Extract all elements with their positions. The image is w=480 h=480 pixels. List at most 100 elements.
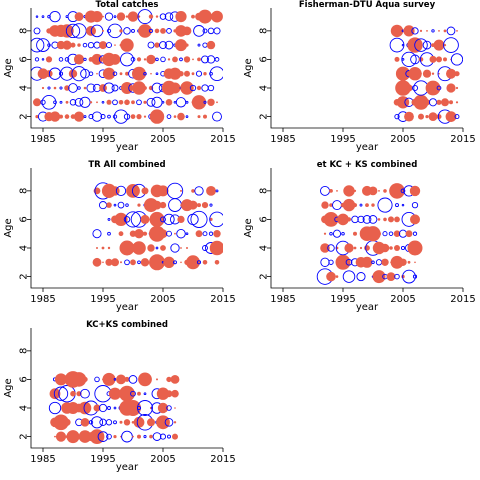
positive-bubble	[174, 232, 176, 235]
x-tick-label: 2005	[390, 134, 415, 145]
positive-bubble	[191, 72, 195, 76]
negative-bubble	[382, 231, 388, 237]
positive-bubble	[321, 201, 329, 209]
negative-bubble	[159, 13, 167, 20]
positive-bubble	[80, 418, 90, 427]
x-tick-label: 2015	[210, 294, 235, 305]
positive-bubble	[120, 261, 122, 264]
positive-bubble	[96, 72, 98, 75]
negative-bubble	[71, 23, 87, 39]
negative-bubble	[143, 392, 147, 396]
negative-bubble	[164, 12, 174, 21]
positive-bubble	[188, 200, 198, 210]
positive-bubble	[156, 378, 158, 381]
positive-bubble	[438, 30, 440, 32]
positive-bubble	[428, 112, 438, 121]
positive-bubble	[441, 98, 449, 107]
positive-bubble	[167, 58, 171, 61]
positive-bubble	[197, 115, 201, 119]
positive-bubble	[395, 80, 411, 96]
negative-bubble	[332, 229, 342, 238]
positive-bubble	[404, 111, 414, 122]
y-tick-label: 2	[19, 113, 30, 119]
positive-bubble	[389, 183, 405, 199]
positive-bubble	[346, 217, 352, 222]
negative-bubble	[123, 113, 131, 120]
chart-title: TR All combined	[88, 160, 165, 170]
positive-bubble	[202, 260, 208, 265]
positive-bubble	[89, 429, 105, 444]
positive-bubble	[68, 69, 78, 78]
positive-bubble	[197, 57, 201, 62]
negative-bubble	[107, 217, 111, 221]
positive-bubble	[206, 186, 216, 196]
negative-bubble	[209, 71, 213, 76]
x-axis-label: year	[356, 142, 379, 153]
positive-bubble	[132, 435, 134, 438]
negative-bubble	[123, 216, 131, 223]
positive-bubble	[171, 389, 179, 398]
negative-bubble	[345, 258, 353, 266]
positive-bubble	[118, 100, 124, 105]
positive-bubble	[168, 67, 182, 80]
positive-bubble	[389, 246, 393, 250]
negative-bubble	[446, 26, 456, 36]
positive-bubble	[186, 255, 200, 270]
negative-bubble	[155, 57, 159, 62]
negative-bubble	[94, 385, 112, 403]
positive-bubble	[102, 15, 104, 18]
positive-bubble	[91, 53, 103, 65]
x-tick-label: 2005	[150, 134, 175, 145]
y-tick-label: 6	[259, 56, 270, 62]
positive-bubble	[172, 56, 178, 63]
negative-bubble	[166, 28, 172, 34]
chart-panel-5: 1985 1995 2005 2015 2 4 6 8 year Age KC+KS combine…	[3, 320, 236, 473]
positive-bubble	[180, 261, 182, 264]
negative-bubble	[107, 231, 111, 236]
positive-bubble	[456, 30, 458, 32]
positive-bubble	[425, 80, 441, 96]
positive-bubble	[136, 57, 142, 62]
positive-bubble	[76, 391, 82, 397]
positive-bubble	[162, 115, 164, 118]
negative-bubble	[388, 231, 394, 236]
positive-bubble	[408, 67, 422, 81]
positive-bubble	[371, 203, 375, 207]
negative-bubble	[65, 23, 81, 39]
negative-bubble	[88, 420, 94, 425]
negative-bubble	[166, 182, 184, 200]
negative-bubble	[194, 186, 204, 196]
positive-bubble	[175, 39, 187, 52]
negative-bubble	[97, 431, 109, 442]
negative-bubble	[59, 86, 63, 90]
positive-bubble	[182, 26, 192, 36]
positive-bubble	[436, 56, 442, 63]
positive-bubble	[337, 213, 349, 226]
negative-bubble	[371, 260, 375, 265]
positive-bubble	[154, 28, 160, 34]
negative-bubble	[113, 109, 129, 124]
positive-bubble	[124, 99, 130, 106]
positive-bubble	[383, 189, 387, 193]
positive-bubble	[137, 391, 141, 396]
x-tick-label: 2015	[450, 294, 475, 305]
positive-bubble	[108, 387, 122, 400]
y-axis-label: Age	[243, 218, 254, 237]
y-tick-label: 4	[259, 85, 270, 91]
positive-bubble	[143, 115, 147, 118]
negative-bubble	[80, 388, 90, 399]
negative-bubble	[151, 82, 163, 94]
negative-bubble	[351, 215, 359, 224]
positive-bubble	[118, 231, 124, 237]
negative-bubble	[77, 86, 81, 90]
x-tick-label: 2015	[210, 454, 235, 465]
negative-bubble	[105, 419, 113, 426]
negative-bubble	[202, 28, 208, 34]
y-axis-label: Age	[243, 58, 254, 77]
negative-bubble	[195, 70, 203, 77]
positive-bubble	[178, 71, 184, 77]
negative-bubble	[422, 40, 432, 50]
positive-bubble	[335, 254, 351, 270]
positive-bubble	[83, 86, 87, 90]
positive-bubble	[381, 258, 389, 266]
